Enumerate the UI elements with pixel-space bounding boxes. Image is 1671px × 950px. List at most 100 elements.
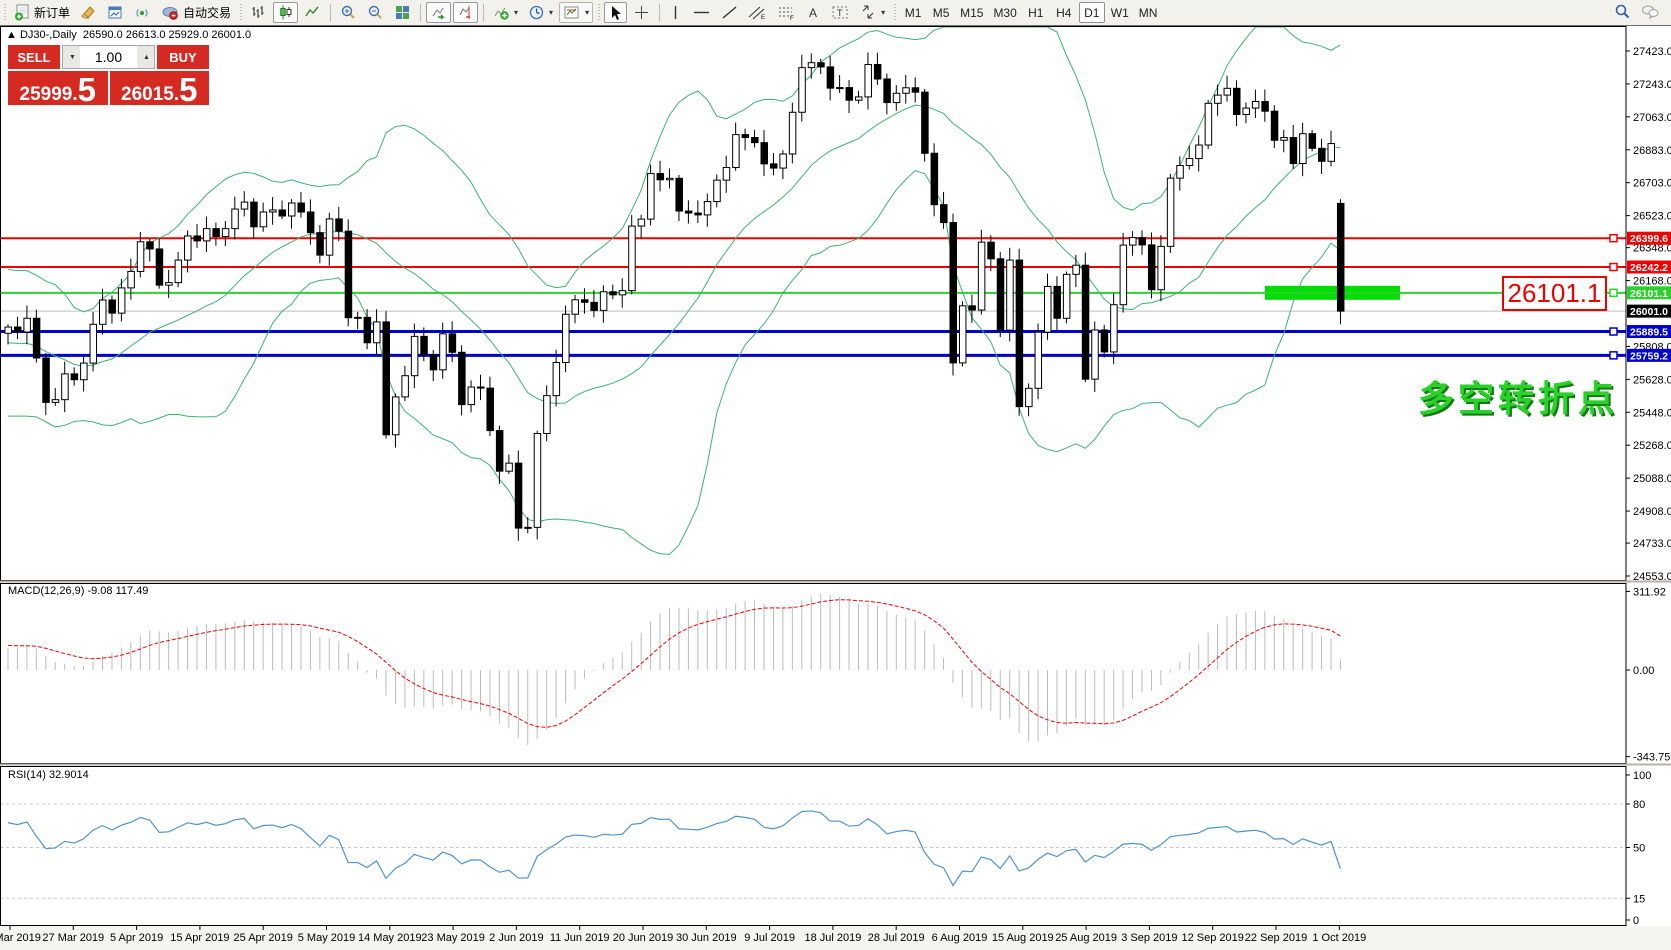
line-anchor[interactable]	[1609, 351, 1618, 360]
dropdown-caret-icon: ▾	[514, 8, 519, 17]
line-anchor[interactable]	[1609, 262, 1618, 272]
candle-body	[1129, 237, 1137, 246]
candle-body	[1223, 87, 1232, 96]
arrows-button[interactable]: ▾	[856, 2, 889, 23]
price-line-label-text: 26242.2	[1630, 262, 1668, 274]
candle-body	[779, 153, 787, 169]
candle-body	[420, 335, 428, 355]
vertical-line-button[interactable]	[665, 2, 686, 23]
search-button[interactable]	[1610, 1, 1635, 22]
price-axis-label: 25448.0	[1633, 407, 1671, 419]
volume-increase-button[interactable]: ▲	[137, 46, 154, 68]
horizontal-line-button[interactable]	[688, 2, 715, 23]
new-order-button[interactable]: 新订单	[10, 2, 74, 23]
tile-windows-button[interactable]	[390, 2, 415, 23]
volume-decrease-button[interactable]: ▼	[63, 46, 80, 68]
buy-button[interactable]: BUY	[157, 45, 209, 69]
autotrading-button[interactable]: 自动交易	[157, 2, 235, 23]
chart-window-button[interactable]	[103, 2, 128, 23]
price-axis-label: 27063.0	[1633, 112, 1671, 124]
toolbar-grip[interactable]	[892, 3, 898, 22]
zoom-in-button[interactable]	[336, 2, 361, 23]
candle-body	[1166, 177, 1175, 247]
candle-body	[656, 173, 665, 181]
candle-body	[448, 333, 457, 353]
toolbar-separator	[659, 3, 661, 22]
cursor-button[interactable]	[604, 2, 628, 23]
volume-value[interactable]: 1.00	[94, 49, 123, 65]
toolbar-grip[interactable]	[238, 3, 244, 22]
line-anchor[interactable]	[1609, 327, 1618, 336]
indicators-button[interactable]: ▾	[489, 2, 522, 23]
timeframe-h4-button[interactable]: H4	[1051, 2, 1077, 23]
candle-body	[391, 396, 400, 436]
bollinger-middle-band	[7, 104, 1341, 404]
periods-button[interactable]: ▾	[524, 2, 557, 23]
sell-button[interactable]: SELL	[8, 45, 60, 69]
zoom-out-icon	[368, 5, 382, 19]
date-axis-label: 14 May 2019	[358, 932, 422, 944]
line-anchor[interactable]	[1609, 233, 1618, 243]
bars-chart-button[interactable]	[246, 2, 271, 23]
timeframe-h1-button[interactable]: H1	[1023, 2, 1049, 23]
candle-body	[89, 323, 98, 364]
candle-body	[751, 137, 759, 144]
zoom-in-icon	[341, 5, 355, 19]
candle-body	[278, 209, 287, 217]
candle-body	[1318, 147, 1326, 162]
channel-button[interactable]: E	[744, 2, 771, 23]
toolbar-grip[interactable]	[596, 3, 602, 22]
price-annotation-box[interactable]: 26101.1	[1502, 276, 1607, 311]
timeframe-m1-button[interactable]: M1	[900, 2, 926, 23]
candle-body	[1025, 387, 1033, 408]
sell-price[interactable]: 25999. 5	[8, 71, 108, 106]
fibonacci-button[interactable]: F	[773, 2, 800, 23]
candlestick-chart-button[interactable]	[273, 2, 299, 23]
candle-body	[798, 67, 806, 113]
candle-body	[514, 462, 523, 529]
candle-body	[23, 317, 31, 333]
line-anchor[interactable]	[1609, 288, 1618, 298]
candle-body	[174, 259, 183, 284]
candle-body	[99, 299, 107, 325]
signal-button[interactable]	[130, 2, 155, 23]
chat-button[interactable]	[1637, 1, 1664, 22]
macd-axis-label: 311.92	[1633, 586, 1666, 598]
bollinger-upper-band	[7, 26, 1341, 313]
zoom-out-button[interactable]	[363, 2, 388, 23]
timeframe-mn-button[interactable]: MN	[1135, 2, 1162, 23]
line-chart-button[interactable]	[300, 2, 325, 23]
candle-body	[486, 387, 494, 432]
crosshair-button[interactable]	[629, 2, 654, 23]
vertical-line-icon	[674, 6, 677, 19]
candle-body	[127, 270, 135, 289]
timeframe-m5-button[interactable]: M5	[928, 2, 954, 23]
timeframe-m15-button[interactable]: M15	[956, 2, 987, 23]
text-label-button[interactable]: T	[827, 2, 854, 23]
volume-stepper: ▼ 1.00 ▲	[62, 45, 155, 69]
timeframe-m30-button[interactable]: M30	[989, 2, 1020, 23]
toolbar-grip[interactable]	[2, 3, 7, 22]
date-axis-label: 5 May 2019	[298, 932, 355, 944]
trendline-button[interactable]	[717, 2, 742, 23]
rsi-axis-label: 50	[1633, 843, 1645, 855]
templates-button[interactable]: ▾	[559, 2, 594, 23]
candle-body	[42, 357, 50, 403]
date-axis-label: 12 Sep 2019	[1182, 932, 1244, 944]
auto-scroll-button[interactable]	[426, 2, 452, 23]
eraser-button[interactable]	[76, 2, 101, 23]
buy-price[interactable]: 26015. 5	[109, 71, 209, 106]
date-axis-label: 20 Jun 2019	[613, 932, 674, 944]
candle-body	[325, 218, 334, 256]
chart-shift-button[interactable]	[453, 2, 479, 23]
svg-text:E: E	[761, 15, 765, 21]
text-button[interactable]: A	[802, 2, 825, 23]
chat-icon	[1642, 5, 1659, 19]
autotrading-icon	[162, 7, 178, 20]
timeframe-d1-button[interactable]: D1	[1078, 2, 1105, 23]
timeframe-w1-button[interactable]: W1	[1107, 2, 1133, 23]
candle-body	[855, 96, 863, 101]
candle-body	[628, 225, 636, 292]
candle-body	[1006, 259, 1014, 331]
